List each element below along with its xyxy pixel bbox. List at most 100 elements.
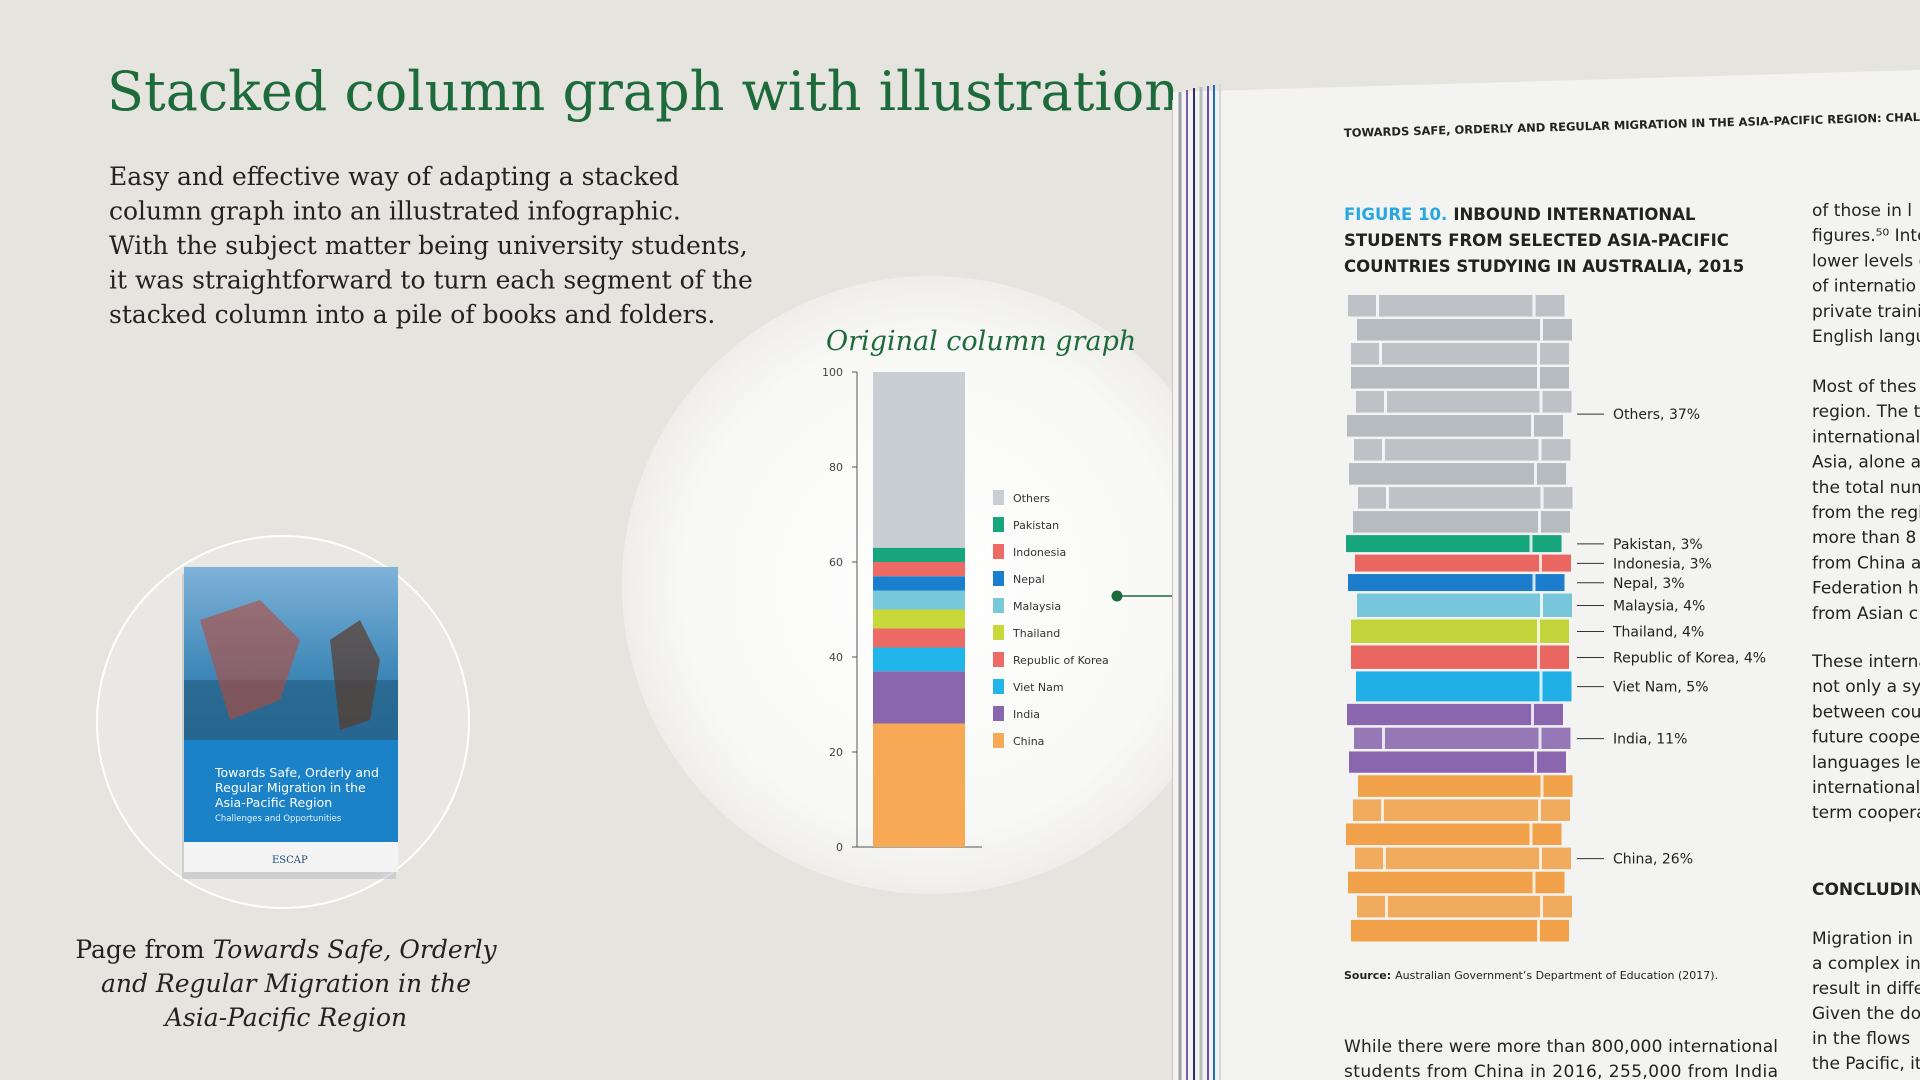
bar-segment: [873, 723, 965, 847]
cover-figure: [330, 620, 380, 730]
book: [1357, 319, 1572, 341]
bar-segment: [873, 647, 965, 672]
body-line: of those in l: [1812, 201, 1912, 221]
legend-swatch: [993, 517, 1004, 532]
book-band: [1534, 463, 1537, 485]
value-label: Thailand, 4%: [1612, 624, 1704, 640]
book-pile: [1346, 535, 1562, 553]
book: [1355, 554, 1571, 572]
book: [1347, 703, 1563, 726]
body-line: English langu: [1812, 327, 1920, 347]
legend-swatch: [993, 625, 1004, 640]
legend-swatch: [993, 733, 1004, 748]
value-label: Malaysia, 4%: [1613, 599, 1705, 615]
y-tick-label: 40: [829, 651, 843, 664]
caption-line: and Regular Migration in the: [101, 969, 471, 998]
book-pile: [1348, 574, 1565, 592]
book-band: [1539, 847, 1542, 870]
legend-label: Thailand: [1012, 627, 1060, 640]
book-band: [1384, 391, 1387, 413]
book-band: [1532, 871, 1536, 894]
book-band: [1532, 295, 1536, 317]
book: [1358, 775, 1573, 797]
book-band: [1385, 895, 1388, 918]
y-tick-label: 0: [836, 841, 843, 854]
y-tick-label: 20: [829, 746, 843, 759]
book-band: [1379, 343, 1382, 365]
body-line: from China a: [1812, 553, 1920, 573]
caption-title: Towards Safe, Orderly: [213, 935, 498, 964]
legend-label: China: [1013, 735, 1044, 748]
book-band: [1540, 775, 1544, 797]
book-pile: [1357, 593, 1572, 617]
book: [1355, 847, 1571, 870]
book-band: [1529, 535, 1533, 553]
cover-band: [184, 740, 398, 842]
bar-segment: [873, 671, 965, 724]
book: [1346, 535, 1562, 553]
caption-prefix: Page from: [75, 935, 212, 964]
figure-title: FIGURE 10. INBOUND INTERNATIONAL: [1344, 205, 1696, 224]
bar-segment: [873, 547, 965, 562]
bar-segment: [873, 372, 965, 548]
description-line: it was straightforward to turn each segm…: [109, 266, 753, 295]
cover-footer: [184, 842, 398, 872]
body-line: Federation h: [1812, 579, 1919, 599]
book-band: [1386, 487, 1389, 509]
book: [1351, 367, 1569, 389]
source-text: Australian Government’s Department of Ed…: [1395, 969, 1718, 982]
book-band: [1529, 823, 1533, 846]
body-line: Given the do: [1812, 1004, 1920, 1024]
book: [1349, 463, 1566, 485]
book-pile: [1346, 775, 1573, 942]
bar-segment: [873, 609, 965, 629]
legend-swatch: [993, 544, 1004, 559]
bar-segment: [873, 628, 965, 648]
book: [1349, 751, 1566, 773]
description-line: stacked column into a pile of books and …: [109, 300, 715, 329]
book: [1348, 574, 1565, 592]
book: [1347, 415, 1563, 437]
body-line: the Pacific, it: [1812, 1054, 1920, 1074]
cover-figure: [200, 600, 300, 720]
source: Source: Australian Government’s Departmen…: [1344, 969, 1718, 982]
body-line: While there were more than 800,000 inter…: [1344, 1037, 1778, 1057]
book-band: [1537, 343, 1540, 365]
book-pile: [1347, 295, 1573, 533]
body-line: between cou: [1812, 702, 1920, 722]
book-band: [1539, 671, 1543, 702]
description: Easy and effective way of adapting a sta…: [109, 162, 753, 329]
legend-label: Pakistan: [1013, 519, 1059, 532]
legend-swatch: [993, 652, 1004, 667]
book-pile: [1356, 671, 1572, 702]
caption: Page from Towards Safe, Orderly and Regul…: [75, 935, 497, 1032]
body-line: figures.⁵⁰ Inte: [1812, 226, 1920, 246]
legend-swatch: [993, 706, 1004, 721]
book-band: [1540, 319, 1543, 341]
body-line: lower levels o: [1812, 251, 1920, 271]
description-line: With the subject matter being university…: [109, 231, 748, 260]
title: Stacked column graph with illustration: [107, 60, 1179, 123]
value-label: China, 26%: [1613, 852, 1693, 868]
book: [1346, 823, 1562, 846]
book-band: [1540, 895, 1543, 918]
value-label: Republic of Korea, 4%: [1613, 650, 1766, 666]
book-band: [1540, 487, 1544, 509]
bar-segment: [873, 562, 965, 577]
book-band: [1382, 439, 1385, 461]
body-line: private traini: [1812, 302, 1920, 322]
book-band: [1538, 727, 1542, 749]
cover-title: Asia-Pacific Region: [215, 795, 332, 810]
book-band: [1538, 799, 1541, 821]
body-line: Asia, alone a: [1812, 453, 1920, 473]
y-tick-label: 60: [829, 556, 843, 569]
cover: [182, 567, 398, 879]
body-line: international: [1812, 427, 1920, 447]
body-line: Migration in: [1812, 929, 1913, 949]
cover-publisher: ESCAP: [272, 855, 308, 866]
book-band: [1534, 751, 1537, 773]
book-pile: [1351, 619, 1569, 643]
book: [1348, 871, 1565, 894]
y-tick-label: 100: [822, 366, 843, 379]
